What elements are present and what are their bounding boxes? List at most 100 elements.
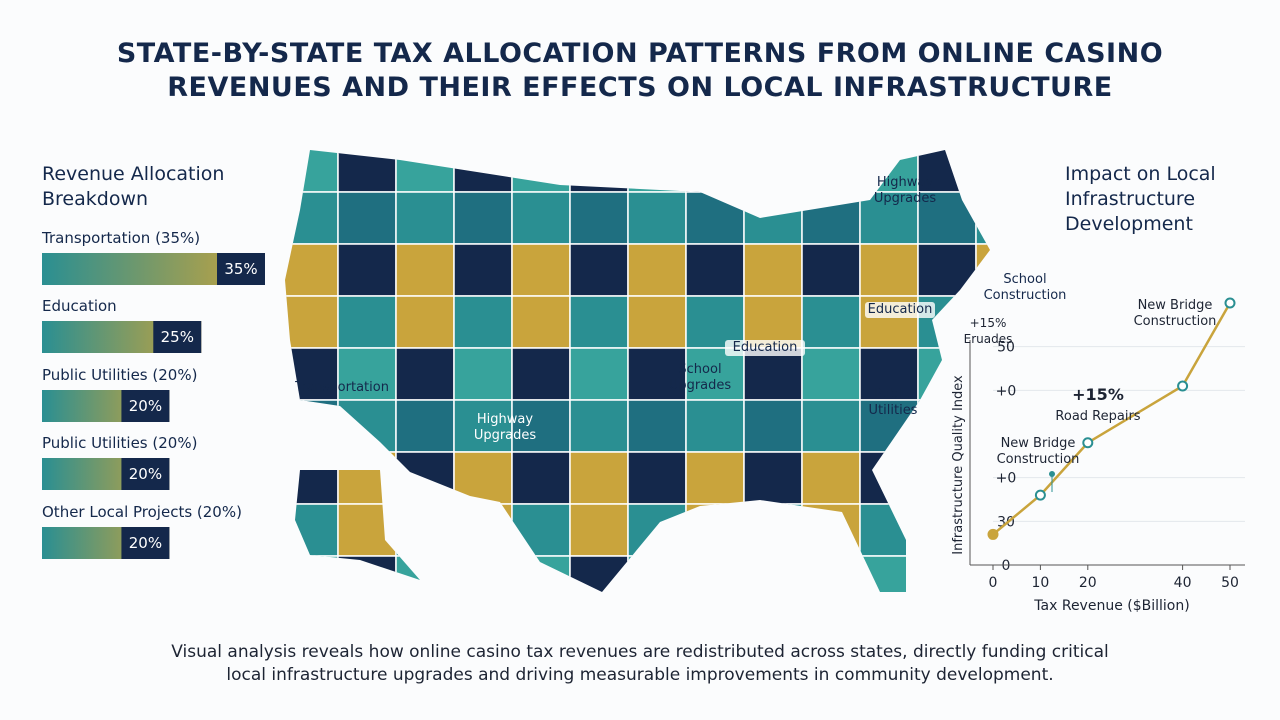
state-region xyxy=(511,191,571,245)
state-region xyxy=(337,150,397,193)
state-region xyxy=(395,555,455,592)
map-label: Education xyxy=(865,302,935,318)
connector-dot xyxy=(1049,471,1055,477)
state-region xyxy=(685,243,745,297)
state-region xyxy=(395,150,455,193)
value-box xyxy=(121,458,170,490)
map-label: Highway Upgrades xyxy=(873,175,937,206)
state-region xyxy=(285,451,339,505)
annotation: New Bridge Construction xyxy=(996,436,1080,467)
state-region xyxy=(917,503,977,557)
state-region xyxy=(859,555,919,592)
annotation: Road Repairs xyxy=(1055,409,1140,424)
footer-line: Visual analysis reveals how online casin… xyxy=(171,642,1109,662)
state-region xyxy=(395,399,455,453)
bar-label: Transportation (35%) xyxy=(42,229,201,247)
state-region xyxy=(801,243,861,297)
state-region xyxy=(743,243,803,297)
state-region xyxy=(743,191,803,245)
state-region xyxy=(395,191,455,245)
state-region xyxy=(337,295,397,349)
map-label: Transportation xyxy=(295,380,389,395)
state-region xyxy=(685,399,745,453)
point xyxy=(1082,437,1094,449)
y-tick-label: 0 xyxy=(1002,558,1011,574)
state-region xyxy=(743,555,803,592)
value-label: 25% xyxy=(161,328,194,346)
title-line: REVENUES AND THEIR EFFECTS ON LOCAL INFR… xyxy=(167,72,1113,103)
state-region xyxy=(569,243,629,297)
panel-heading: Impact on Local Infrastructure Developme… xyxy=(1065,163,1216,235)
x-tick-label: 40 xyxy=(1174,575,1192,591)
state-region xyxy=(395,295,455,349)
state-region xyxy=(685,191,745,245)
state-region xyxy=(685,347,745,401)
state-region xyxy=(511,451,571,505)
state-region xyxy=(285,191,339,245)
state-region xyxy=(801,191,861,245)
state-region xyxy=(453,295,513,349)
state-region xyxy=(395,503,455,557)
map-label: Public Utilities xyxy=(868,387,918,418)
state-region xyxy=(395,347,455,401)
state-region xyxy=(453,347,513,401)
state-region xyxy=(337,347,397,401)
state-region xyxy=(337,191,397,245)
x-axis-title: Tax Revenue ($Billion) xyxy=(1033,598,1189,614)
state-region xyxy=(801,555,861,592)
value-label: 20% xyxy=(129,534,162,552)
state-region xyxy=(801,503,861,557)
state-region xyxy=(685,555,745,592)
state-region xyxy=(801,347,861,401)
state-region xyxy=(285,399,339,453)
annotation: +15% xyxy=(970,316,1007,330)
point xyxy=(1034,489,1046,501)
state-region xyxy=(395,451,455,505)
state-region xyxy=(859,503,919,557)
state-region xyxy=(569,555,629,592)
state-region xyxy=(917,451,977,505)
map-label: Education xyxy=(725,340,805,356)
footer-line: local infrastructure upgrades and drivin… xyxy=(226,665,1054,685)
value-box xyxy=(121,527,170,559)
point xyxy=(1224,297,1236,309)
x-tick-label: 50 xyxy=(1221,575,1239,591)
point xyxy=(1177,380,1189,392)
state-region xyxy=(801,451,861,505)
state-region xyxy=(337,451,397,505)
state-region xyxy=(743,451,803,505)
state-region xyxy=(859,243,919,297)
state-region xyxy=(569,503,629,557)
state-region xyxy=(569,191,629,245)
state-region xyxy=(569,295,629,349)
value-box xyxy=(153,321,202,353)
annotation: +15% xyxy=(1072,385,1124,404)
state-region xyxy=(569,347,629,401)
state-region xyxy=(285,503,339,557)
value-label: 35% xyxy=(224,260,257,278)
state-region xyxy=(511,399,571,453)
state-region xyxy=(627,150,687,193)
state-region xyxy=(627,503,687,557)
state-region xyxy=(337,503,397,557)
state-region xyxy=(801,399,861,453)
annotation: Eruades xyxy=(964,332,1013,346)
title-line: STATE-BY-STATE TAX ALLOCATION PATTERNS F… xyxy=(116,38,1164,69)
state-region xyxy=(285,555,339,592)
state-region xyxy=(685,451,745,505)
state-region xyxy=(917,243,977,297)
y-tick-label: +0 xyxy=(996,471,1017,487)
map-label: School Construction xyxy=(983,272,1067,303)
map-label: Highway Upgrades xyxy=(473,412,537,443)
state-region xyxy=(627,555,687,592)
us-map xyxy=(285,150,990,592)
state-region xyxy=(975,191,990,245)
value-box xyxy=(217,253,265,285)
value-box xyxy=(121,390,170,422)
state-region xyxy=(917,555,977,592)
state-region xyxy=(511,555,571,592)
state-region xyxy=(627,347,687,401)
state-region xyxy=(511,243,571,297)
